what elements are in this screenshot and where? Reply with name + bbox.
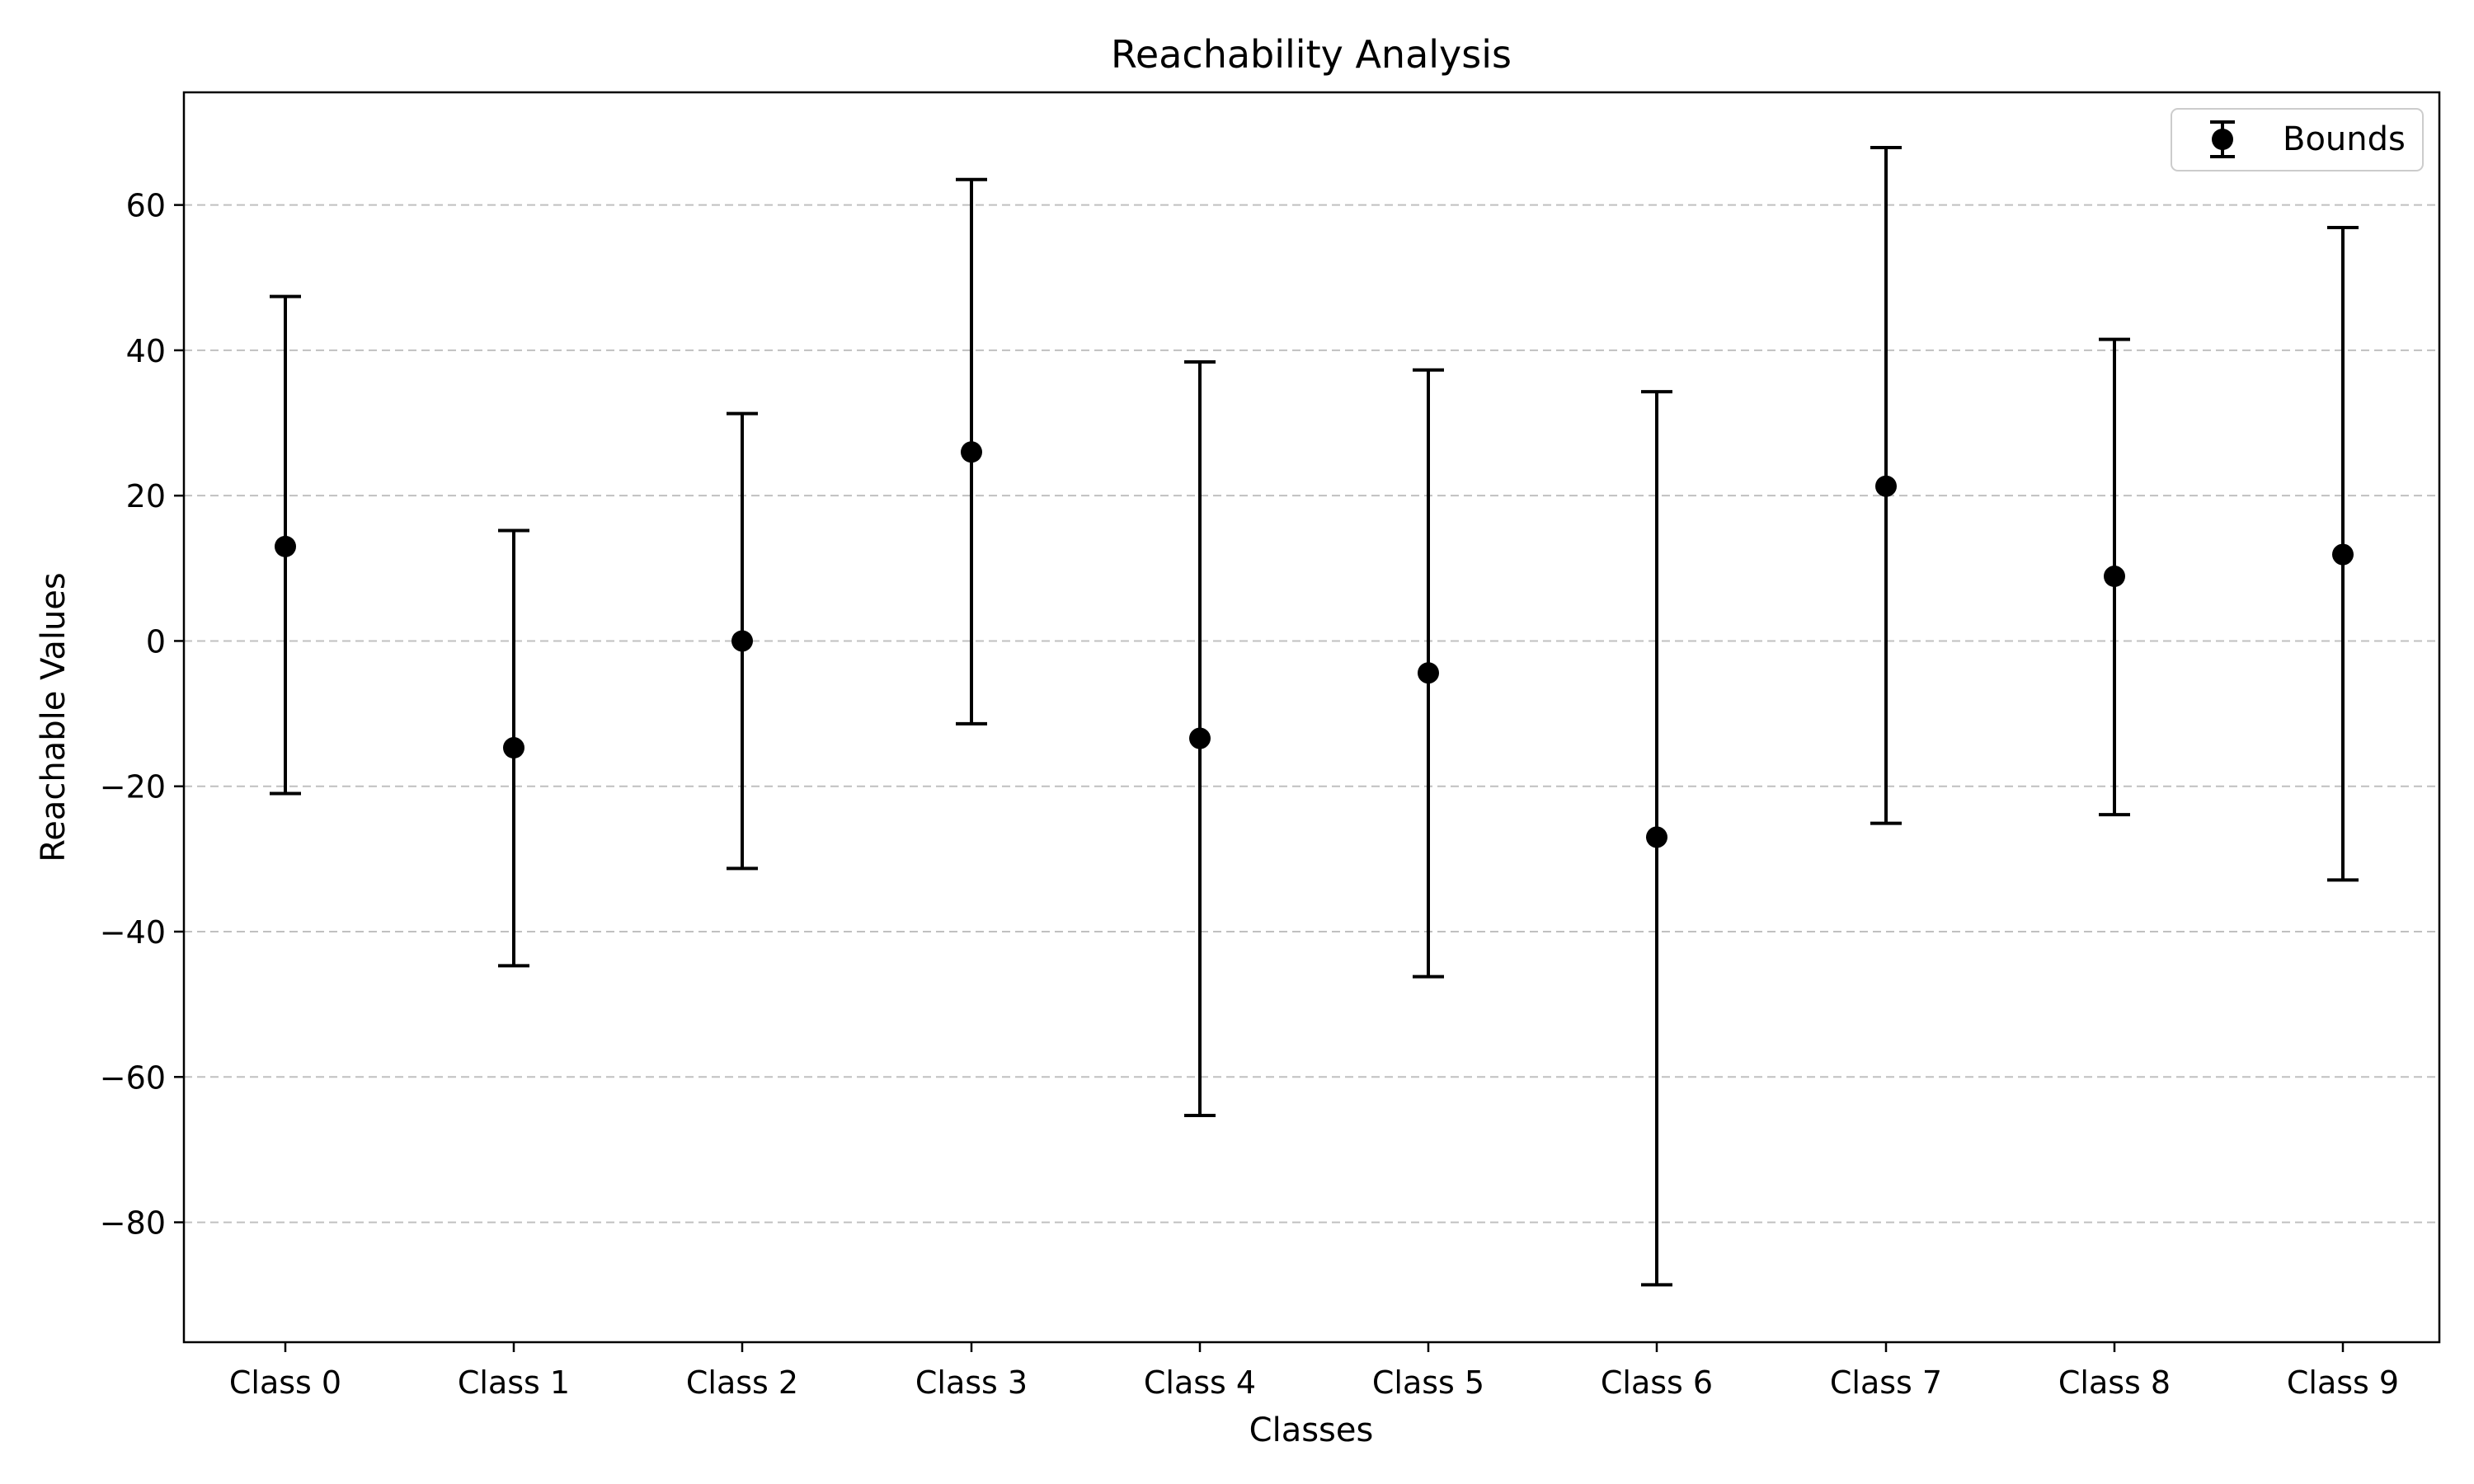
center-marker xyxy=(1646,826,1667,848)
y-tick-label: 0 xyxy=(146,623,166,660)
center-marker xyxy=(2104,566,2125,588)
x-axis-title: Classes xyxy=(1249,1411,1374,1449)
center-marker xyxy=(275,535,296,557)
bounds-point xyxy=(1641,390,1672,1287)
grid-lines xyxy=(184,204,2439,1223)
legend-marker xyxy=(2212,129,2233,150)
bounds-point xyxy=(1870,145,1902,825)
bounds-point xyxy=(2327,225,2359,882)
bounds-point xyxy=(727,411,758,871)
x-tick-label: Class 7 xyxy=(1830,1364,1942,1401)
legend-label: Bounds xyxy=(2283,120,2406,158)
x-tick-label: Class 3 xyxy=(915,1364,1028,1401)
x-tick-label: Class 6 xyxy=(1601,1364,1713,1401)
y-tick-label: −60 xyxy=(100,1059,166,1096)
x-tick-label: Class 8 xyxy=(2058,1364,2171,1401)
bounds-point xyxy=(1184,359,1216,1118)
x-tick-label: Class 0 xyxy=(229,1364,341,1401)
y-tick-label: 60 xyxy=(126,188,166,224)
plot-frame xyxy=(182,91,2441,1344)
series-bounds xyxy=(270,145,2359,1287)
legend: Bounds xyxy=(2171,108,2424,171)
bounds-point xyxy=(498,528,529,968)
center-marker xyxy=(503,737,524,759)
y-tick-label: 20 xyxy=(126,478,166,514)
center-marker xyxy=(731,630,753,652)
center-marker xyxy=(1875,475,1897,497)
chart-title: Reachability Analysis xyxy=(1111,32,1512,77)
center-marker xyxy=(1189,727,1211,749)
x-tick-label: Class 5 xyxy=(1372,1364,1484,1401)
bounds-point xyxy=(956,177,987,726)
y-tick-label: 40 xyxy=(126,333,166,369)
center-marker xyxy=(1418,662,1439,684)
center-marker xyxy=(2332,543,2354,566)
y-axis-title: Reachable Values xyxy=(35,572,73,862)
x-tick-label: Class 2 xyxy=(686,1364,798,1401)
y-tick-label: −80 xyxy=(100,1205,166,1242)
x-tick-label: Class 1 xyxy=(458,1364,570,1401)
y-tick-label: −20 xyxy=(100,769,166,805)
y-tick-label: −40 xyxy=(100,914,166,951)
x-axis-ticks: Class 0 Class 1 Class 2 Class 3 Class 4 Class… xyxy=(229,1342,2399,1401)
bounds-point xyxy=(2099,337,2130,817)
bounds-point xyxy=(270,294,301,796)
bounds-point xyxy=(1413,368,1444,979)
center-marker xyxy=(961,441,982,463)
x-tick-label: Class 9 xyxy=(2287,1364,2399,1401)
x-tick-label: Class 4 xyxy=(1144,1364,1256,1401)
y-axis-ticks: −80 −60 −40 −20 0 20 40 60 xyxy=(100,188,184,1242)
